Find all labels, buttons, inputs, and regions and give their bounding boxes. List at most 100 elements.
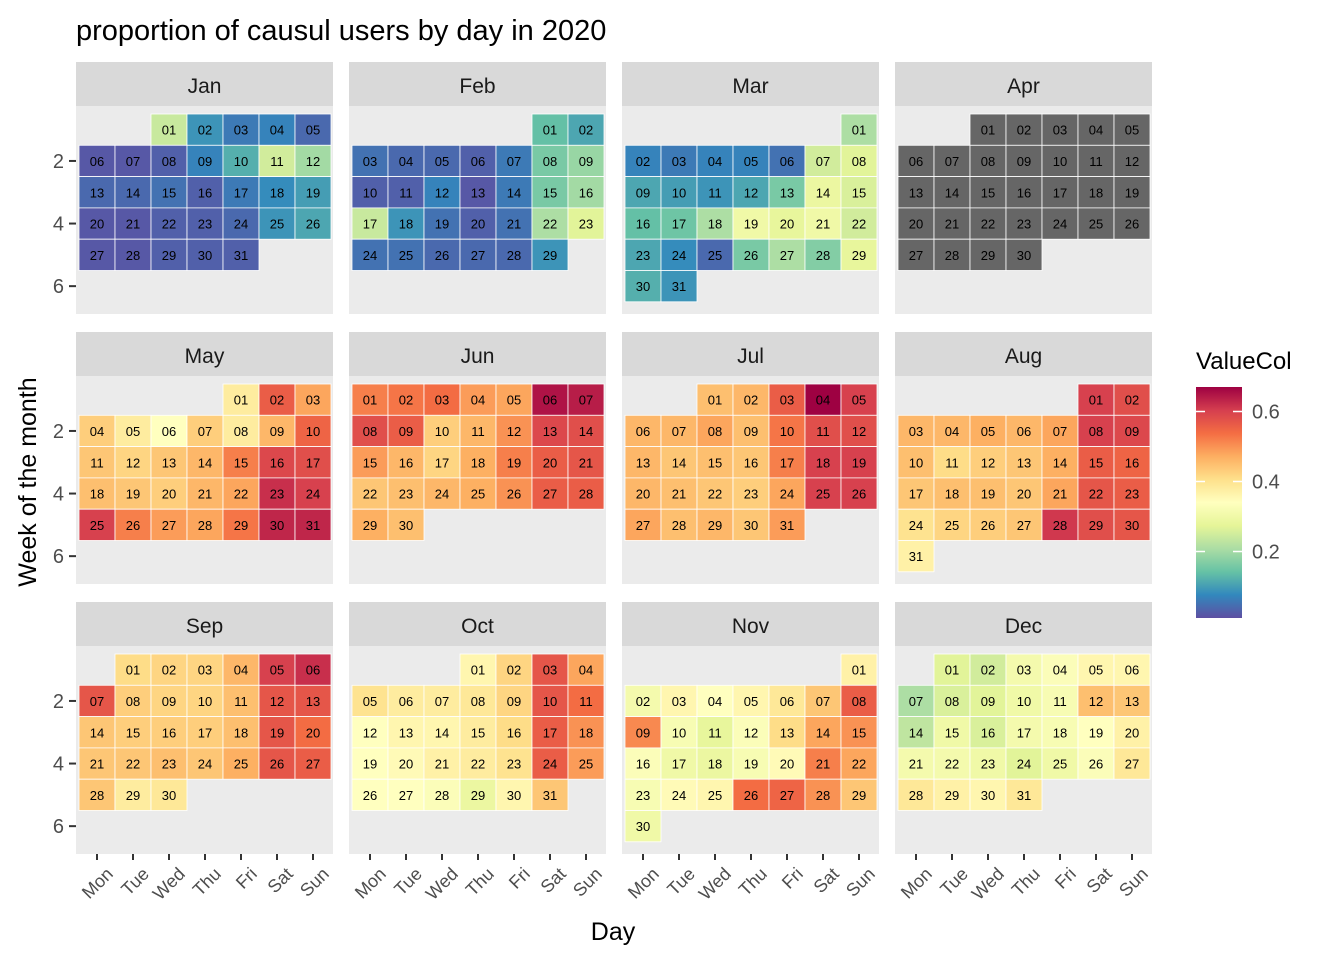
day-cell [1041,747,1079,780]
day-cell [1077,477,1115,510]
day-label: 31 [543,788,557,803]
day-label: 17 [363,217,377,232]
day-cell [459,238,497,271]
day-label: 27 [636,518,650,533]
day-cell [150,446,188,479]
day-cell [1041,684,1079,717]
day-label: 28 [672,518,686,533]
day-cell [567,747,605,780]
day-label: 04 [234,663,248,678]
day-label: 28 [198,518,212,533]
day-label: 12 [270,694,284,709]
day-label: 09 [636,185,650,200]
day-label: 17 [1017,725,1031,740]
day-cell [660,778,698,811]
day-cell [495,176,533,209]
y-tick-label: 4 [53,484,64,506]
day-cell [459,207,497,240]
day-cell [567,176,605,209]
day-cell [768,238,806,271]
day-cell [222,144,260,178]
panel-strip-label: Aug [1005,345,1042,368]
day-label: 31 [780,518,794,533]
day-cell [531,238,569,271]
day-label: 23 [399,487,413,502]
day-cell [186,207,224,240]
day-cell [897,207,935,240]
day-cell [567,414,605,447]
day-label: 06 [1125,663,1139,678]
day-cell [531,207,569,240]
day-label: 29 [162,248,176,263]
x-tick-label: Mon [351,864,390,903]
day-cell [1005,778,1043,811]
day-label: 19 [435,217,449,232]
month-panel: Feb 01 02 03 04 05 06 07 08 09 10 11 12 13 14 15 16 17 18 1… [349,62,606,314]
day-cell [567,446,605,479]
panel-strip-label: Nov [732,615,770,638]
day-label: 20 [90,217,104,232]
legend-tick-label: 0.6 [1252,402,1280,424]
day-label: 25 [708,248,722,263]
y-tick-label: 6 [53,276,64,298]
day-label: 20 [1017,487,1031,502]
x-tick-label: Thu [735,864,771,900]
day-cell [150,684,188,717]
day-label: 23 [579,217,593,232]
day-cell [804,747,842,780]
panel-strip [622,62,879,106]
x-tick-label: Wed [695,864,735,904]
day-cell [294,747,332,780]
day-label: 03 [672,154,686,169]
day-cell [969,446,1007,479]
day-label: 05 [306,123,320,138]
day-cell [1113,508,1151,541]
day-cell [969,477,1007,510]
x-tick-label: Tue [663,864,699,900]
day-cell [1113,653,1151,686]
day-label: 10 [780,424,794,439]
day-label: 08 [1089,424,1103,439]
day-label: 20 [306,725,320,740]
day-cell [258,653,296,686]
day-cell [351,176,389,209]
day-label: 24 [435,487,449,502]
day-label: 23 [162,757,176,772]
day-label: 28 [816,248,830,263]
day-cell [78,446,116,479]
day-cell [804,684,842,717]
day-label: 03 [543,663,557,678]
y-tick-label: 6 [53,816,64,838]
y-axis-title: Week of the month [14,377,42,586]
panel-strip [349,332,606,376]
day-cell [258,747,296,780]
day-label: 08 [708,424,722,439]
day-cell [933,477,971,510]
day-label: 17 [672,757,686,772]
day-label: 04 [90,424,104,439]
day-label: 19 [981,487,995,502]
day-cell [423,477,461,510]
day-label: 29 [708,518,722,533]
x-tick-label: Wed [422,864,462,904]
x-tick-label: Sun [296,864,333,901]
day-label: 30 [399,518,413,533]
day-cell [222,446,260,479]
day-cell [732,207,770,240]
day-label: 13 [306,694,320,709]
day-cell [114,446,152,479]
day-cell [531,144,569,178]
day-label: 13 [399,725,413,740]
month-panel: Apr 01 02 03 04 05 06 07 08 09 10 11 12 13 14 15 16 17 18 1… [895,62,1152,314]
day-cell [150,477,188,510]
day-label: 02 [579,123,593,138]
day-label: 30 [270,518,284,533]
day-cell [804,477,842,510]
x-tick-label: Thu [462,864,498,900]
day-label: 18 [1053,725,1067,740]
day-cell [768,446,806,479]
day-label: 01 [162,123,176,138]
y-tick-label: 2 [53,691,64,713]
day-cell [114,238,152,271]
day-cell [186,716,224,749]
